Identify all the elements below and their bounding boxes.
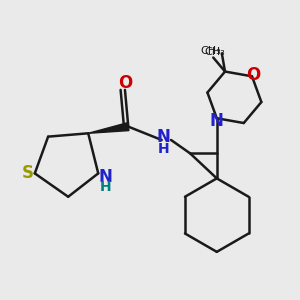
Text: CH₃: CH₃ — [204, 47, 225, 57]
Text: S: S — [21, 164, 33, 182]
Text: H: H — [158, 142, 169, 156]
Polygon shape — [88, 123, 129, 133]
Text: CH₃: CH₃ — [200, 46, 221, 56]
Text: N: N — [99, 168, 112, 186]
Text: N: N — [156, 128, 170, 146]
Text: O: O — [247, 66, 261, 84]
Text: O: O — [118, 74, 132, 92]
Text: H: H — [100, 180, 111, 194]
Text: N: N — [210, 112, 224, 130]
